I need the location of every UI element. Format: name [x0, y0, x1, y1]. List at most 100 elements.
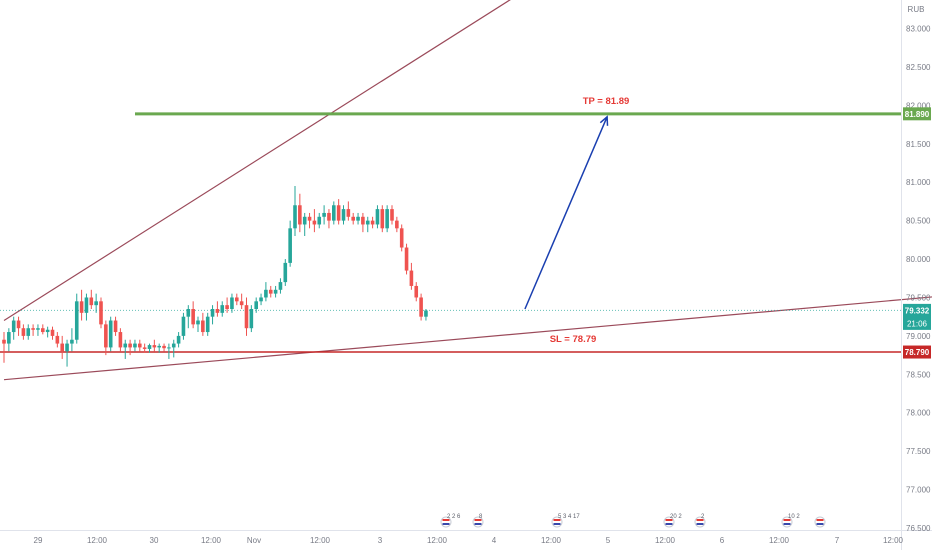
time-tick-label: 12:00 [883, 536, 904, 545]
event-marker[interactable]: 5 3 4 17 [551, 514, 580, 528]
price-tick-label: 78.000 [906, 409, 931, 418]
candle [380, 205, 385, 233]
event-marker[interactable]: 20 2 [663, 514, 682, 528]
candle [152, 339, 157, 352]
sl-price-badge-label: 78.790 [905, 348, 930, 357]
candle [390, 205, 394, 225]
candle-body [123, 343, 128, 348]
candle-body [108, 320, 113, 348]
event-marker[interactable]: 2 [694, 514, 706, 528]
candle-body [390, 209, 394, 221]
projection-arrow-line[interactable] [524, 116, 608, 310]
price-tick-label: 77.500 [906, 447, 931, 456]
event-count: 10 2 [788, 514, 800, 520]
candle [375, 205, 380, 229]
candle [50, 326, 55, 340]
price-tick-label: 77.000 [906, 486, 931, 495]
candle [370, 216, 375, 229]
candle [70, 328, 74, 352]
candle-body [142, 347, 147, 349]
candle-body [41, 328, 45, 333]
sl-price-badge [903, 345, 931, 359]
candle-body [346, 209, 351, 217]
candle-body [283, 262, 288, 283]
flag-stripe [665, 523, 673, 525]
flag-stripe [442, 519, 450, 521]
candle [414, 282, 419, 302]
candle-body [205, 316, 210, 333]
candle-body [191, 309, 195, 325]
candle [123, 339, 128, 359]
candle [361, 212, 365, 233]
candle [341, 205, 346, 225]
candle [268, 285, 273, 298]
candle [162, 343, 166, 352]
flag-stripe [816, 519, 824, 521]
candle [385, 205, 389, 233]
candle-body [288, 228, 292, 263]
candle [36, 324, 40, 336]
candle-body [235, 297, 239, 302]
candle-body [322, 212, 326, 217]
candle-body [268, 289, 273, 294]
trendline-lower-channel[interactable] [3, 263, 932, 381]
flag-stripe [696, 523, 704, 525]
candle-body [60, 343, 64, 352]
current-price-countdown: 21:06 [907, 319, 928, 328]
candle [336, 199, 341, 225]
candle [167, 343, 171, 359]
event-marker[interactable]: 2 2 6 [440, 514, 461, 528]
candle [191, 301, 195, 329]
event-marker[interactable]: 10 2 [781, 514, 800, 528]
candle-body [201, 320, 205, 333]
candle-body [171, 343, 176, 348]
candle-body [133, 343, 137, 348]
candle [365, 216, 370, 233]
candle [332, 201, 336, 225]
candle-body [181, 316, 186, 336]
candle [210, 305, 215, 325]
time-tick-label: 12:00 [201, 536, 222, 545]
candle-body [65, 343, 69, 352]
event-marker[interactable]: 8 [472, 514, 484, 528]
candle-body [404, 247, 409, 271]
candle-body [259, 297, 263, 302]
flag-stripe [474, 523, 482, 525]
candle-body [307, 216, 312, 221]
time-tick-label: Nov [247, 536, 261, 545]
candle [147, 343, 152, 353]
time-tick-label: 5 [606, 536, 611, 545]
candle-body [244, 305, 249, 329]
time-tick-label: 12:00 [541, 536, 562, 545]
candle-body [128, 343, 132, 348]
candle-body [293, 205, 297, 229]
candle [259, 293, 263, 306]
candle [404, 243, 409, 275]
event-marker[interactable] [814, 516, 826, 528]
flag-stripe [783, 523, 791, 525]
candle-body [225, 305, 229, 309]
candle-body [341, 209, 346, 221]
candle [60, 335, 64, 359]
price-tick-label: 82.500 [906, 63, 931, 72]
candle-body [113, 320, 118, 333]
flag-stripe [553, 523, 561, 525]
candle [235, 293, 239, 306]
candle [45, 326, 50, 338]
time-tick-label: 29 [34, 536, 43, 545]
candle-body [230, 297, 234, 309]
time-tick-label: 12:00 [427, 536, 448, 545]
price-tick-label: 80.500 [906, 217, 931, 226]
trendline-upper-channel[interactable] [3, 0, 513, 322]
candle-body [298, 205, 302, 225]
candle [55, 332, 60, 348]
event-count: 20 2 [670, 514, 682, 520]
candle [186, 305, 191, 329]
candle-body [147, 345, 152, 349]
candle-body [351, 216, 355, 221]
currency-label: RUB [908, 5, 925, 14]
candle [21, 324, 26, 340]
candle-body [264, 289, 268, 298]
